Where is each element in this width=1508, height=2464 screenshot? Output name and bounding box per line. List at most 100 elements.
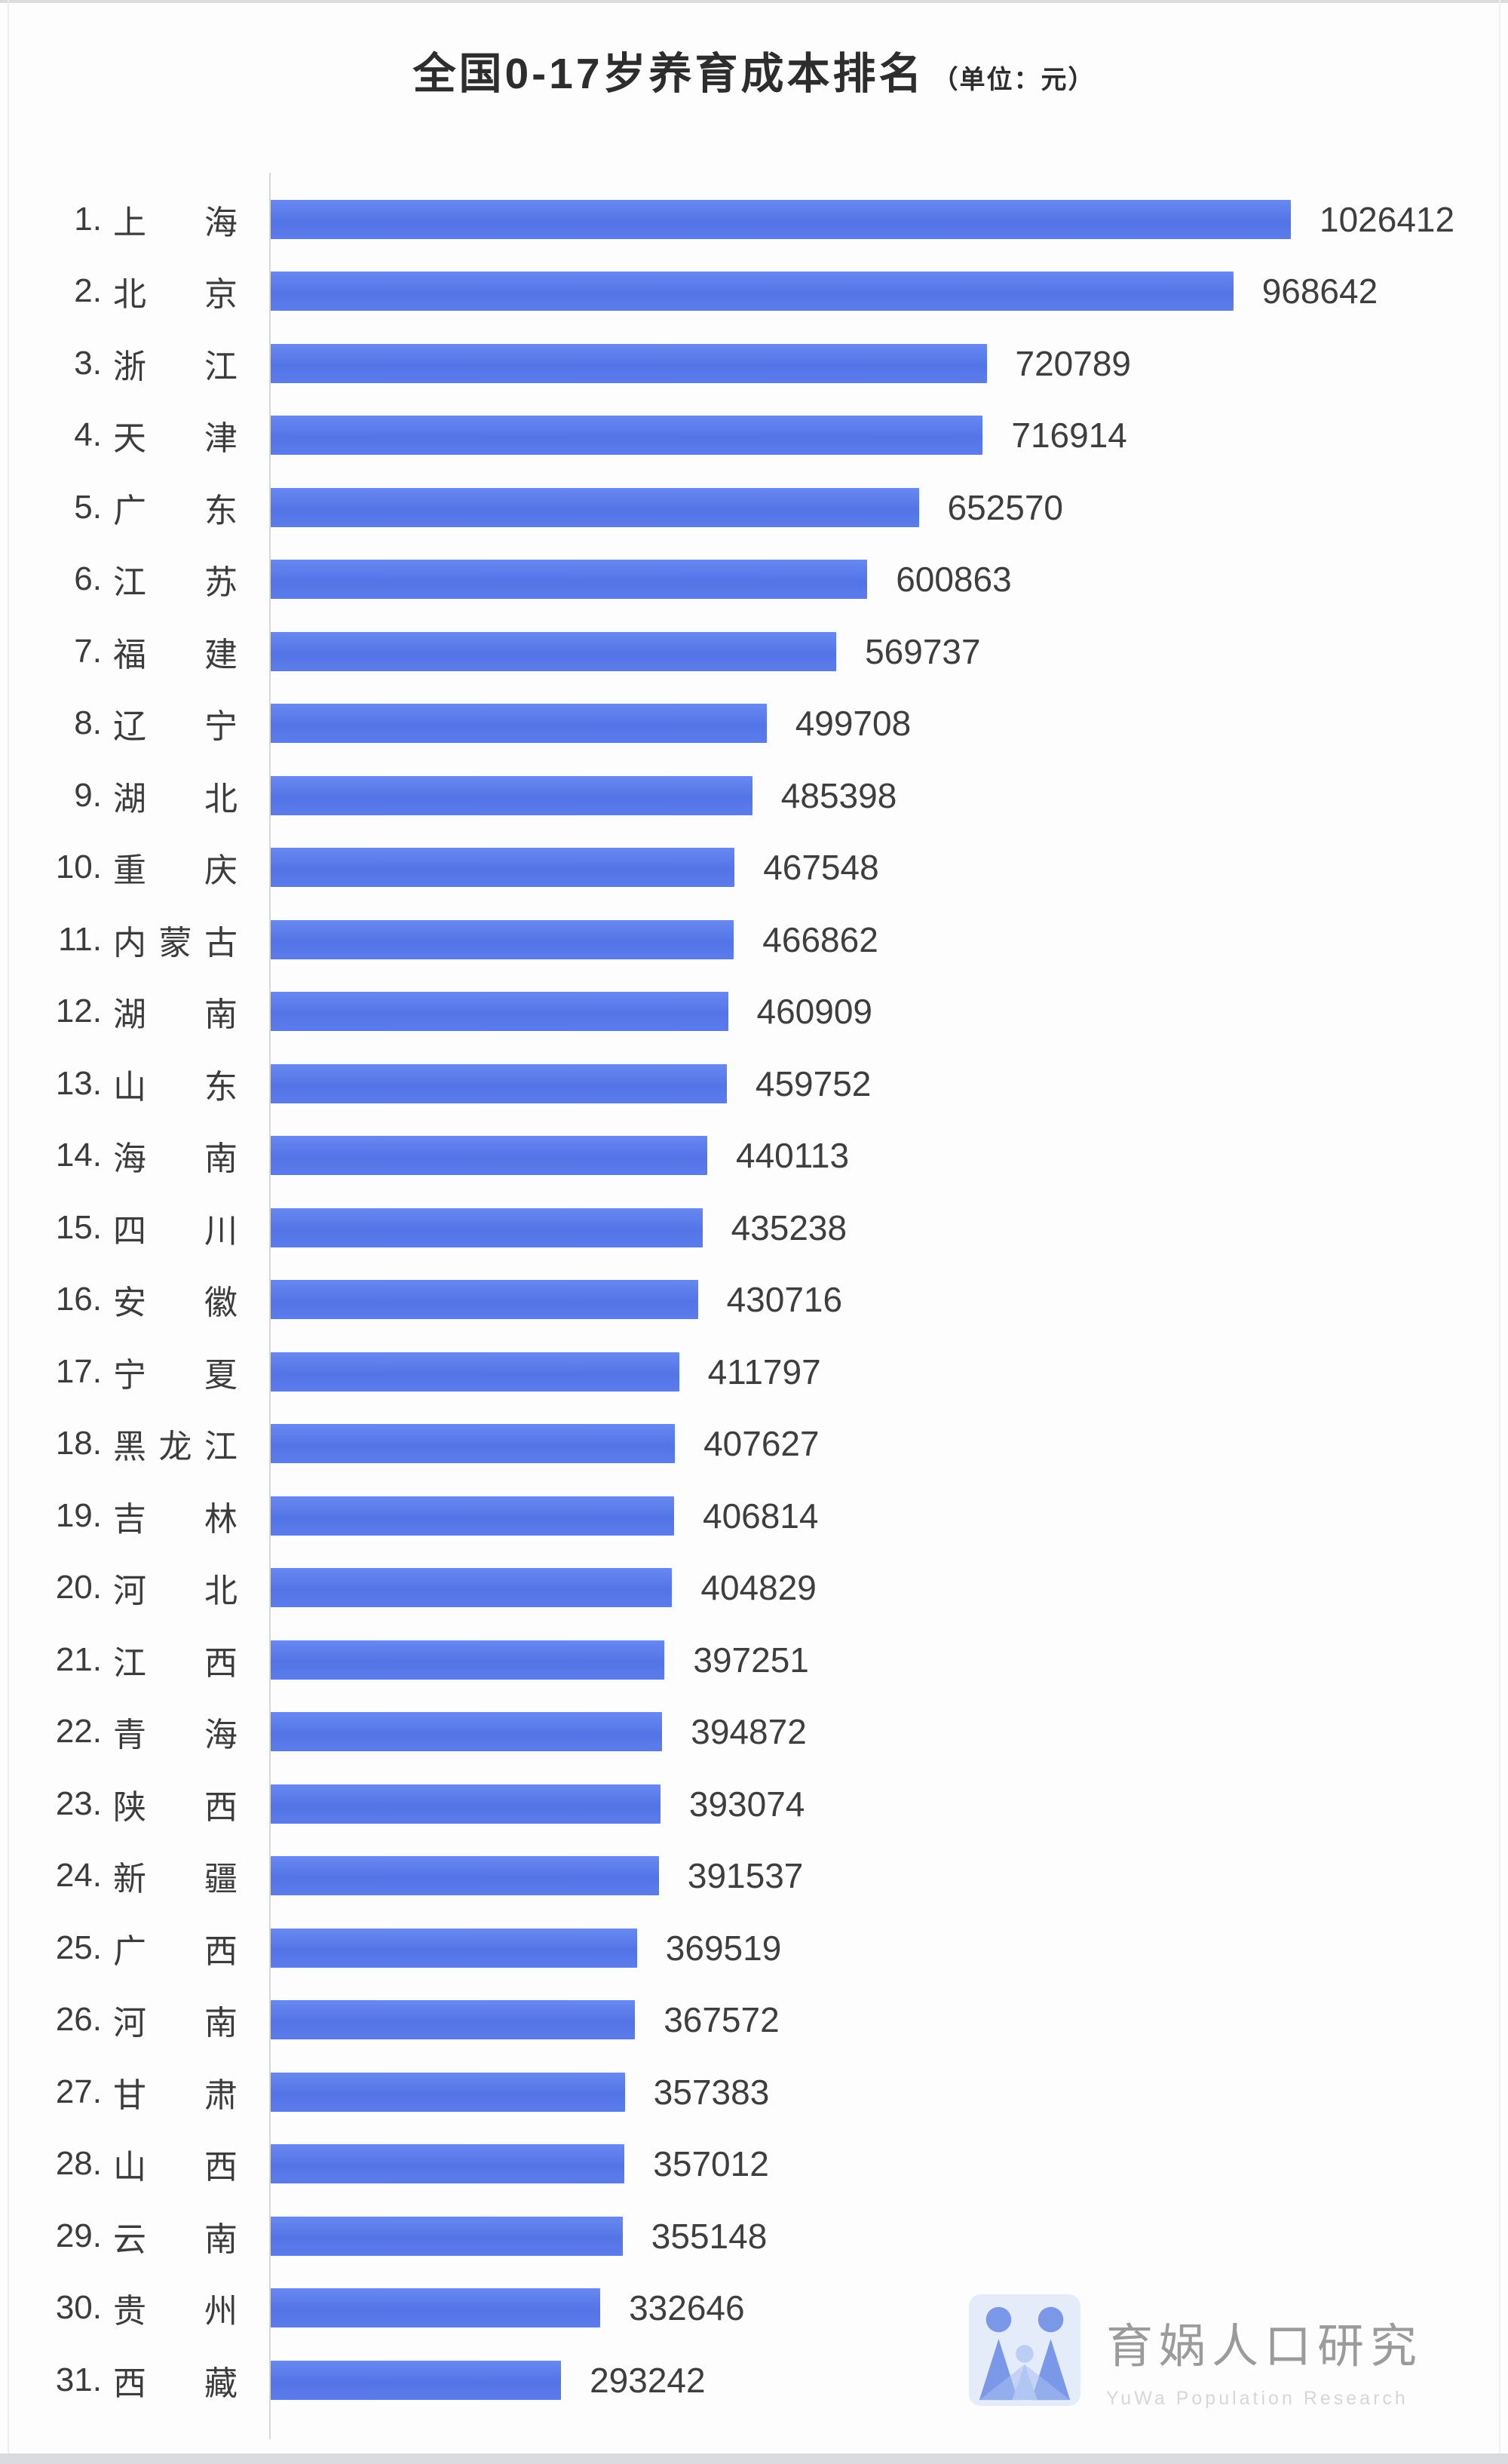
cost-bar — [269, 1280, 698, 1320]
province-char: 吉 — [113, 1500, 146, 1538]
province-char: 古 — [204, 924, 238, 962]
bar-row: 23. 陕西 393074 — [0, 1768, 1508, 1840]
page-title: 全国0-17岁养育成本排名 （单位：元） — [0, 39, 1508, 101]
cost-bar — [269, 2000, 636, 2040]
bar-row: 20. 河北 404829 — [0, 1552, 1508, 1625]
province-char: 青 — [113, 1717, 146, 1754]
province-label: 辽宁 — [113, 699, 238, 747]
value-label: 406814 — [703, 1496, 819, 1536]
province-label: 河南 — [113, 1996, 238, 2044]
bar-row: 26. 河南 367572 — [0, 1984, 1508, 2057]
value-label: 332646 — [629, 2288, 745, 2328]
province-label: 江西 — [113, 1636, 238, 1684]
cost-bar — [269, 1784, 661, 1824]
bar-row: 6. 江苏 600863 — [0, 544, 1508, 616]
province-char: 疆 — [204, 1861, 238, 1898]
province-label: 湖南 — [113, 987, 238, 1036]
cost-bar — [269, 416, 983, 456]
province-char: 陕 — [113, 1788, 146, 1826]
province-label: 山东 — [113, 1060, 238, 1108]
value-label: 435238 — [731, 1207, 847, 1247]
brand-logo: 育娲人口研究 YuWa Population Research — [969, 2294, 1423, 2410]
cost-bar — [269, 631, 837, 671]
value-label: 369519 — [665, 1928, 782, 1968]
province-char: 江 — [204, 1428, 238, 1466]
province-char: 海 — [113, 1140, 146, 1178]
yuwa-logo-icon — [969, 2294, 1080, 2406]
bar-row: 29. 云南 355148 — [0, 2200, 1508, 2272]
cost-bar — [269, 704, 767, 744]
province-label: 上海 — [113, 195, 238, 244]
province-char: 贵 — [113, 2293, 146, 2331]
cost-bar — [269, 919, 734, 959]
province-label: 内蒙古 — [113, 916, 238, 964]
rank-label: 13. — [55, 1064, 102, 1102]
province-char: 西 — [113, 2364, 146, 2402]
page-border-right — [1499, 0, 1500, 2464]
province-label: 贵州 — [113, 2284, 238, 2332]
province-char: 山 — [113, 1068, 146, 1106]
bar-chart: 1. 上海 1026412 2. 北京 968642 3. 浙江 720789 4. 天津 71691… — [0, 173, 1508, 2439]
rank-label: 29. — [55, 2217, 102, 2254]
province-label: 甘肃 — [113, 2068, 238, 2116]
province-char: 河 — [113, 1573, 146, 1610]
cost-bar — [269, 848, 735, 888]
province-label: 山西 — [113, 2140, 238, 2188]
province-label: 四川 — [113, 1204, 238, 1252]
rank-label: 15. — [55, 1208, 102, 1246]
rank-label: 14. — [55, 1137, 102, 1174]
province-char: 南 — [204, 996, 238, 1034]
cost-bar — [269, 2216, 623, 2256]
province-char: 重 — [113, 852, 146, 890]
value-label: 357012 — [653, 2144, 769, 2184]
province-char: 江 — [113, 564, 146, 602]
cost-bar — [269, 1424, 676, 1464]
value-label: 404829 — [700, 1568, 817, 1608]
province-char: 四 — [113, 1212, 146, 1250]
province-char: 庆 — [204, 852, 238, 890]
province-label: 海南 — [113, 1131, 238, 1180]
province-char: 西 — [204, 1644, 238, 1682]
rank-label: 28. — [55, 2145, 102, 2183]
province-label: 吉林 — [113, 1492, 238, 1540]
bar-row: 24. 新疆 391537 — [0, 1840, 1508, 1913]
province-char: 西 — [204, 1788, 238, 1826]
value-label: 720789 — [1015, 343, 1132, 383]
rank-label: 16. — [55, 1281, 102, 1318]
province-char: 新 — [113, 1861, 146, 1898]
province-char: 湖 — [113, 780, 146, 818]
province-char: 江 — [113, 1644, 146, 1682]
province-char: 甘 — [113, 2076, 146, 2114]
province-char: 黑 — [113, 1428, 146, 1466]
brand-tagline: YuWa Population Research — [1106, 2388, 1408, 2409]
province-label: 西藏 — [113, 2356, 238, 2404]
bar-row: 9. 湖北 485398 — [0, 759, 1508, 832]
value-label: 716914 — [1011, 416, 1127, 456]
page-border-bottom — [0, 2453, 1508, 2464]
value-label: 397251 — [693, 1640, 809, 1680]
rank-label: 27. — [55, 2073, 102, 2110]
province-label: 浙江 — [113, 339, 238, 388]
province-char: 藏 — [204, 2364, 238, 2402]
bar-row: 1. 上海 1026412 — [0, 183, 1508, 256]
province-label: 宁夏 — [113, 1348, 238, 1396]
province-char: 南 — [204, 1140, 238, 1178]
value-label: 569737 — [865, 631, 981, 671]
province-char: 西 — [204, 1932, 238, 1970]
province-char: 宁 — [113, 1356, 146, 1394]
province-label: 陕西 — [113, 1780, 238, 1828]
province-char: 北 — [204, 1573, 238, 1610]
value-label: 355148 — [651, 2216, 768, 2256]
chart-unit-label: （单位：元） — [932, 66, 1096, 94]
province-char: 广 — [113, 492, 146, 529]
bar-row: 12. 湖南 460909 — [0, 976, 1508, 1048]
province-char: 海 — [204, 204, 238, 241]
province-char: 广 — [113, 1932, 146, 1970]
value-label: 1026412 — [1320, 199, 1455, 239]
axis-line — [269, 173, 271, 2439]
rank-label: 26. — [55, 2001, 102, 2039]
province-char: 浙 — [113, 348, 146, 385]
province-label: 广西 — [113, 1924, 238, 1972]
page-border-left — [8, 0, 9, 2464]
